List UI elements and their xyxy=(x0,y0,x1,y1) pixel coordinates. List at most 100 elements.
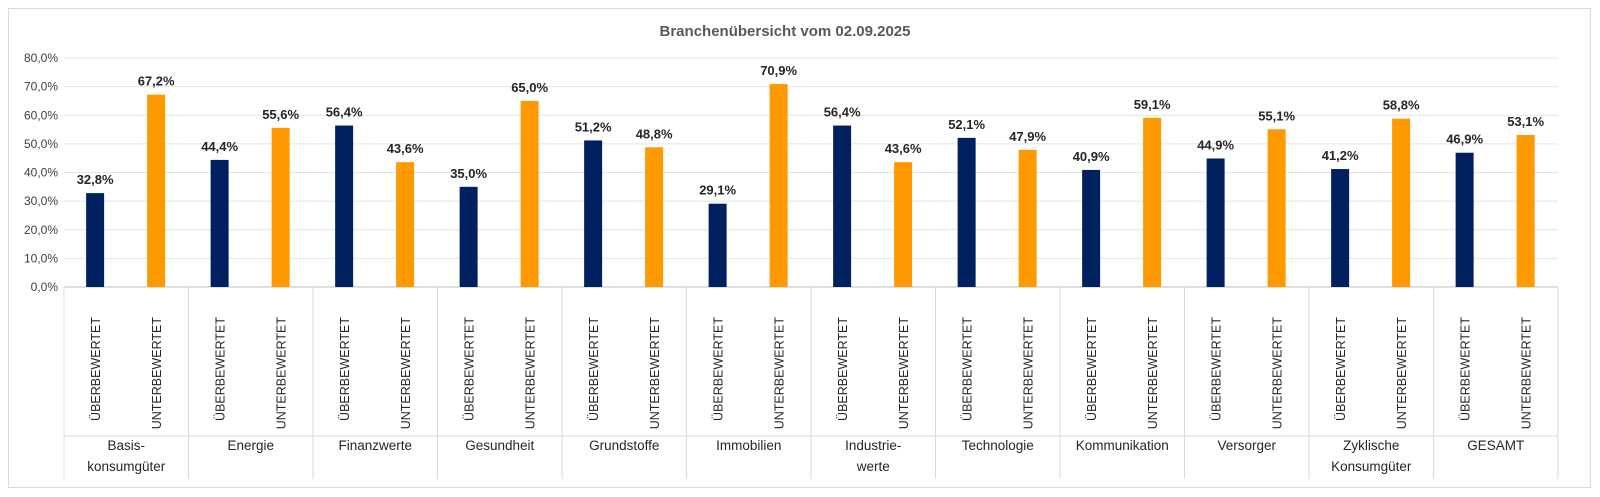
series-tick-label: UNTERBEWERTET xyxy=(1146,317,1160,430)
data-label: 70,9% xyxy=(760,63,797,78)
series-tick-label: ÜBERBEWERTET xyxy=(338,317,352,421)
series-tick-label: UNTERBEWERTET xyxy=(275,317,289,430)
category-label: Konsumgüter xyxy=(1331,459,1412,474)
bar-unterbewertet xyxy=(396,162,415,287)
category-label: Technologie xyxy=(962,438,1034,453)
series-tick-label: ÜBERBEWERTET xyxy=(1459,317,1473,421)
series-tick-label: ÜBERBEWERTET xyxy=(587,317,601,421)
data-label: 43,6% xyxy=(885,141,922,156)
category-label: Basis- xyxy=(107,438,145,453)
bar-unterbewertet xyxy=(1018,149,1037,287)
data-label: 32,8% xyxy=(77,172,114,187)
series-tick-label: ÜBERBEWERTET xyxy=(1085,317,1099,421)
data-label: 44,4% xyxy=(201,139,238,154)
y-tick-label: 20,0% xyxy=(24,223,58,237)
data-labels: 32,8% 67,2% 44,4% 55,6% 56,4% 43,6% 35,0% 65,0%… xyxy=(77,63,1545,198)
category-label: konsumgüter xyxy=(87,459,166,474)
y-tick-label: 50,0% xyxy=(24,137,58,151)
series-tick-label: UNTERBEWERTET xyxy=(1395,317,1409,430)
y-axis-ticks: 0,0% 10,0% 20,0% 30,0% 40,0% 50,0% 60,0% 70,0% 8… xyxy=(24,51,58,294)
data-label: 52,1% xyxy=(948,117,985,132)
bar-ueberbewertet xyxy=(584,140,603,287)
bar-unterbewertet xyxy=(1516,135,1535,287)
data-label: 29,1% xyxy=(699,183,736,198)
gridlines xyxy=(64,57,1558,288)
series-tick-label: ÜBERBEWERTET xyxy=(712,317,726,421)
data-label: 47,9% xyxy=(1009,129,1046,144)
series-tick-label: UNTERBEWERTET xyxy=(524,317,538,430)
data-label: 55,6% xyxy=(262,107,299,122)
x-axis: ÜBERBEWERTET UNTERBEWERTET Basis-konsumgüt… xyxy=(63,287,1559,479)
bar-ueberbewertet xyxy=(1455,152,1474,287)
bar-unterbewertet xyxy=(147,94,166,287)
data-label: 35,0% xyxy=(450,166,487,181)
bar-ueberbewertet xyxy=(957,137,976,287)
data-label: 56,4% xyxy=(326,105,363,120)
category-label: Versorger xyxy=(1217,438,1276,453)
data-label: 67,2% xyxy=(138,74,175,89)
bar-unterbewertet xyxy=(271,127,290,287)
data-label: 43,6% xyxy=(387,141,424,156)
category-label: Industrie- xyxy=(845,438,901,453)
series-tick-label: UNTERBEWERTET xyxy=(1022,317,1036,430)
bar-unterbewertet xyxy=(894,162,913,287)
bar-ueberbewertet xyxy=(708,203,727,287)
bar-ueberbewertet xyxy=(86,193,105,287)
data-label: 40,9% xyxy=(1073,149,1110,164)
bar-ueberbewertet xyxy=(459,186,478,287)
data-label: 65,0% xyxy=(511,80,548,95)
data-label: 46,9% xyxy=(1446,132,1483,147)
series-tick-label: UNTERBEWERTET xyxy=(648,317,662,430)
series-tick-label: ÜBERBEWERTET xyxy=(836,317,850,421)
bar-unterbewertet xyxy=(1267,129,1286,287)
y-tick-label: 0,0% xyxy=(31,280,59,294)
series-tick-label: UNTERBEWERTET xyxy=(897,317,911,430)
series-tick-label: ÜBERBEWERTET xyxy=(89,317,103,421)
bar-unterbewertet xyxy=(1392,118,1411,287)
bar-chart: Branchenübersicht vom 02.09.2025 0,0% 10,… xyxy=(24,23,1559,479)
data-label: 56,4% xyxy=(824,105,861,120)
series-tick-label: UNTERBEWERTET xyxy=(773,317,787,430)
category-label: Grundstoffe xyxy=(589,438,659,453)
y-tick-label: 60,0% xyxy=(24,108,58,122)
bar-ueberbewertet xyxy=(1331,169,1350,287)
bar-ueberbewertet xyxy=(833,125,852,288)
bar-ueberbewertet xyxy=(1082,169,1101,287)
y-tick-label: 80,0% xyxy=(24,51,58,65)
series-tick-label: ÜBERBEWERTET xyxy=(1334,317,1348,421)
bar-ueberbewertet xyxy=(335,125,354,288)
data-label: 44,9% xyxy=(1197,137,1234,152)
bar-unterbewertet xyxy=(1143,117,1162,287)
category-label: Gesundheit xyxy=(465,438,534,453)
series-tick-label: UNTERBEWERTET xyxy=(1271,317,1285,430)
series-tick-label: UNTERBEWERTET xyxy=(150,317,164,430)
category-label: Zyklische xyxy=(1343,438,1399,453)
chart-frame: Branchenübersicht vom 02.09.2025 0,0% 10,… xyxy=(8,8,1591,488)
y-tick-label: 30,0% xyxy=(24,194,58,208)
data-label: 59,1% xyxy=(1134,97,1171,112)
category-label: Kommunikation xyxy=(1076,438,1169,453)
chart-title: Branchenübersicht vom 02.09.2025 xyxy=(660,23,911,40)
y-tick-label: 70,0% xyxy=(24,80,58,94)
series-tick-label: ÜBERBEWERTET xyxy=(214,317,228,421)
bar-unterbewertet xyxy=(520,100,539,287)
series-tick-label: ÜBERBEWERTET xyxy=(1210,317,1224,421)
bars xyxy=(86,84,1535,288)
bar-unterbewertet xyxy=(645,147,664,287)
data-label: 53,1% xyxy=(1507,114,1544,129)
series-tick-label: UNTERBEWERTET xyxy=(399,317,413,430)
bar-ueberbewertet xyxy=(1206,158,1225,287)
data-label: 41,2% xyxy=(1322,148,1359,163)
category-label: Finanzwerte xyxy=(338,438,412,453)
series-tick-label: ÜBERBEWERTET xyxy=(463,317,477,421)
bar-ueberbewertet xyxy=(210,159,229,287)
data-label: 55,1% xyxy=(1258,108,1295,123)
data-label: 48,8% xyxy=(636,126,673,141)
data-label: 58,8% xyxy=(1383,98,1420,113)
bar-unterbewertet xyxy=(769,84,788,287)
category-label: Energie xyxy=(227,438,274,453)
category-label: GESAMT xyxy=(1467,438,1524,453)
y-tick-label: 10,0% xyxy=(24,251,58,265)
category-label: Immobilien xyxy=(716,438,781,453)
data-label: 51,2% xyxy=(575,119,612,134)
